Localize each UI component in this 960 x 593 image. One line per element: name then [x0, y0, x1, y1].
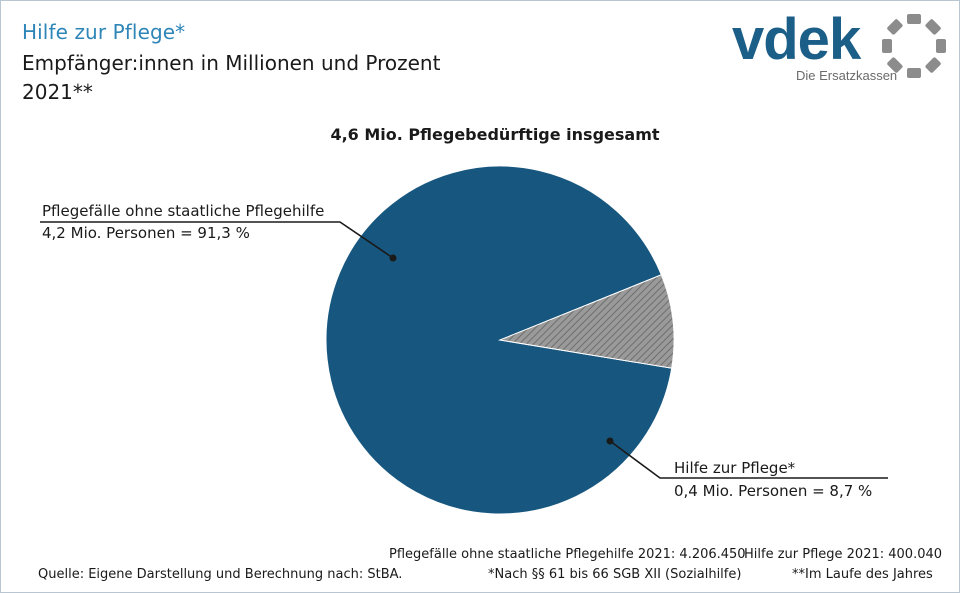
logo-ring-segment — [907, 14, 921, 24]
slice-hilfe-leader-dot — [606, 437, 614, 445]
logo-wordmark: vdek — [732, 7, 861, 72]
slice-ohne-leader-line — [40, 221, 394, 259]
footer-count-hilfe: Hilfe zur Pflege 2021: 400.040 — [744, 547, 943, 562]
slice-label-ohne-value: 4,2 Mio. Personen = 91,3 % — [42, 224, 250, 242]
footer-note-year: **Im Laufe des Jahres — [792, 567, 933, 582]
logo-ring-segment — [936, 39, 946, 53]
slice-ohne-leader-dot — [389, 254, 397, 262]
logo-ring-segment — [887, 19, 903, 35]
slice-hilfe-leader-line — [609, 440, 888, 479]
page-year: 2021** — [22, 80, 93, 104]
logo-ring-icon — [882, 14, 946, 78]
page-title: Hilfe zur Pflege* — [22, 20, 186, 44]
footer-count-ohne: Pflegefälle ohne staatliche Pflegehilfe … — [389, 547, 746, 562]
logo-ring-segment — [925, 19, 941, 35]
logo-ring-segment — [887, 57, 903, 73]
slice-label-hilfe-value: 0,4 Mio. Personen = 8,7 % — [674, 482, 873, 500]
footer-source: Quelle: Eigene Darstellung und Berechnun… — [38, 567, 403, 582]
logo-ring-segment — [907, 68, 921, 78]
slice-label-hilfe-name: Hilfe zur Pflege* — [674, 459, 796, 477]
logo-ring-segment — [882, 39, 892, 53]
logo-ring-segment — [925, 57, 941, 73]
chart-title: 4,6 Mio. Pflegebedürftige insgesamt — [330, 125, 660, 144]
vdek-logo: vdek Die Ersatzkassen — [732, 8, 952, 88]
slice-label-ohne-name: Pflegefälle ohne staatliche Pflegehilfe — [42, 202, 325, 220]
pie-slice-hilfe-zur-pflege — [498, 274, 675, 369]
footer-note-paragraphs: *Nach §§ 61 bis 66 SGB XII (Sozialhilfe) — [488, 567, 742, 582]
page-subtitle: Empfänger:innen in Millionen und Prozent — [22, 51, 441, 75]
logo-tagline: Die Ersatzkassen — [796, 68, 898, 83]
